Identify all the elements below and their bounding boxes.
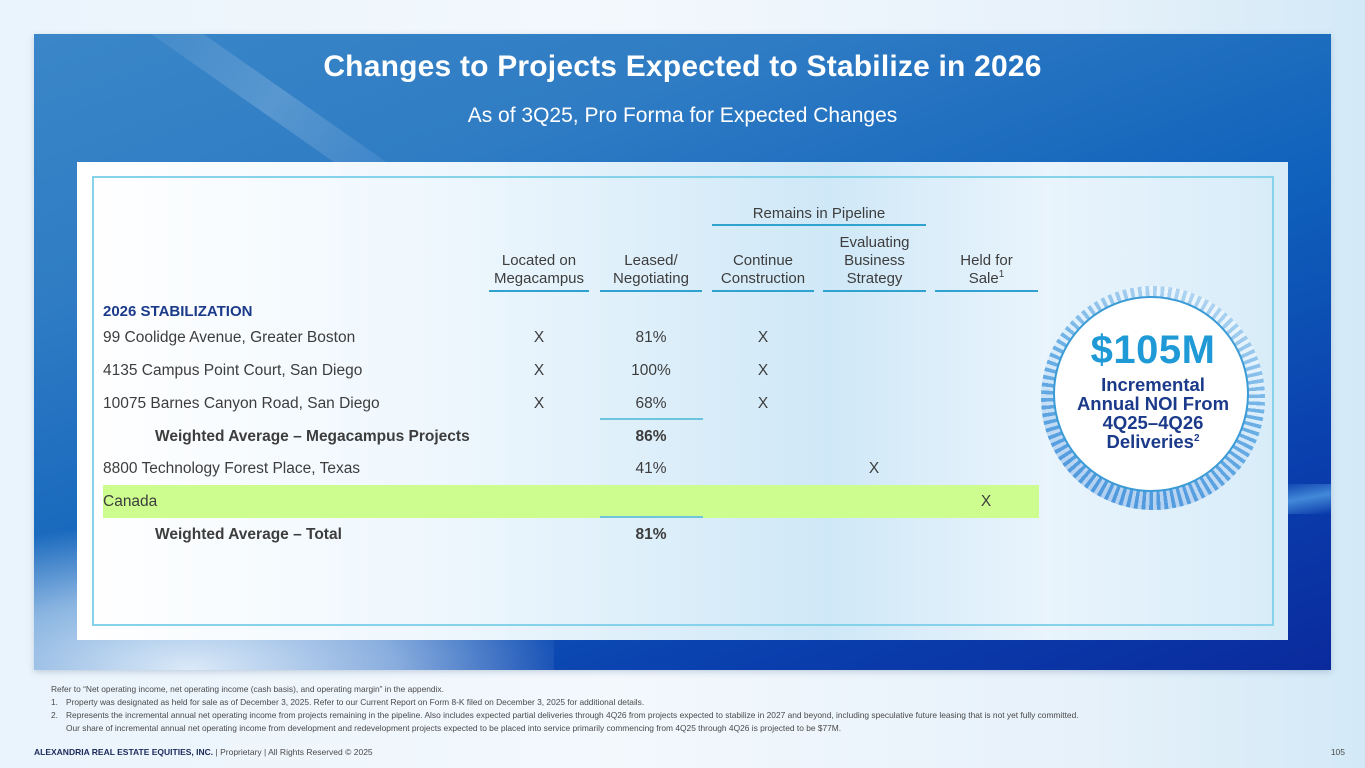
column-header-line: Negotiating — [613, 270, 689, 287]
footnote-intro: Refer to “Net operating income, net oper… — [51, 684, 444, 694]
column-header-line: Construction — [720, 270, 806, 287]
group-header-label: Remains in Pipeline — [752, 205, 886, 222]
page-number: 105 — [1330, 747, 1345, 757]
noi-description-line: Annual NOI From — [1076, 393, 1230, 414]
footnote-text: Represents the incremental annual net op… — [66, 710, 1079, 720]
cell-leased: 68% — [635, 395, 667, 412]
footnote-2-continued: Our share of incremental annual net oper… — [66, 723, 842, 733]
cell-leased: 81% — [635, 526, 667, 543]
page-title: Changes to Projects Expected to Stabiliz… — [323, 50, 1042, 83]
cell-continue: X — [757, 395, 769, 412]
row-name: 4135 Campus Point Court, San Diego — [103, 362, 363, 379]
footnote-1: 1. Property was designated as held for sa… — [51, 696, 1079, 709]
footnote-number: 1. — [51, 697, 58, 707]
cell-held: X — [980, 493, 992, 510]
cell-megacampus: X — [533, 329, 545, 346]
column-header-line: Business — [844, 252, 905, 269]
cell-megacampus: X — [533, 395, 545, 412]
table-subtotal-row: Weighted Average – Megacampus Projects 86… — [103, 420, 1039, 453]
column-header-evaluating-strategy: Evaluating Business Strategy — [823, 234, 926, 292]
cell-continue: X — [757, 329, 769, 346]
company-name: ALEXANDRIA REAL ESTATE EQUITIES, INC. — [34, 747, 214, 757]
column-header-line: Located on — [501, 252, 577, 269]
noi-badge — [1053, 296, 1249, 492]
header-underline — [935, 290, 1038, 292]
column-header-line: Continue — [732, 252, 794, 269]
group-header-remains-in-pipeline: Remains in Pipeline — [712, 205, 926, 226]
footnote-text: Property was designated as held for sale… — [66, 697, 645, 707]
header-underline — [823, 290, 926, 292]
row-name: 99 Coolidge Avenue, Greater Boston — [103, 329, 356, 346]
cell-leased: 41% — [635, 460, 667, 477]
table-frame — [92, 176, 1274, 626]
cell-leased: 81% — [635, 329, 667, 346]
column-header-continue-construction: Continue Construction — [712, 252, 814, 292]
table-row: 99 Coolidge Avenue, Greater Boston X 81% X — [103, 321, 1039, 354]
footnote-marker: 1 — [998, 269, 1005, 280]
noi-description-line: Incremental — [1101, 374, 1205, 395]
rights-text: | Proprietary | All Rights Reserved © 20… — [213, 747, 373, 757]
table-row: 10075 Barnes Canyon Road, San Diego X 68% X — [103, 387, 1039, 420]
noi-description-text: Deliveries — [1106, 431, 1194, 452]
header-underline — [600, 290, 702, 292]
page-subtitle: As of 3Q25, Pro Forma for Expected Chang… — [467, 104, 898, 127]
row-name: 10075 Barnes Canyon Road, San Diego — [103, 395, 380, 412]
section-title: 2026 STABILIZATION — [103, 303, 253, 320]
cell-continue: X — [757, 362, 769, 379]
row-name: Weighted Average – Megacampus Projects — [155, 428, 470, 445]
column-header-held-for-sale: Held for Sale1 — [935, 252, 1038, 292]
cell-leased: 86% — [635, 428, 667, 445]
noi-value: $105M — [1090, 328, 1216, 372]
header-underline — [712, 290, 814, 292]
subtotal-rule — [600, 418, 703, 420]
footer-copyright: ALEXANDRIA REAL ESTATE EQUITIES, INC. | … — [34, 747, 373, 757]
column-header-line: Evaluating — [839, 234, 910, 251]
header-underline — [489, 290, 589, 292]
row-name: Weighted Average – Total — [155, 526, 342, 543]
footnote-2: 2. Represents the incremental annual net … — [51, 709, 1079, 722]
cell-evaluating: X — [868, 460, 880, 477]
row-name: 8800 Technology Forest Place, Texas — [103, 460, 361, 477]
column-header-megacampus: Located on Megacampus — [489, 252, 589, 292]
column-header-leased: Leased/ Negotiating — [600, 252, 702, 292]
table-subtotal-row: Weighted Average – Total 81% — [103, 518, 1039, 551]
noi-description: Incremental Annual NOI From 4Q25–4Q26 De… — [1041, 375, 1265, 451]
column-header-line: Held for — [960, 252, 1013, 269]
noi-description-line: Deliveries2 — [1041, 432, 1265, 451]
footnotes: Refer to “Net operating income, net oper… — [51, 683, 1079, 735]
noi-description-line: 4Q25–4Q26 — [1102, 412, 1204, 433]
table-row: 4135 Campus Point Court, San Diego X 100% X — [103, 354, 1039, 387]
cell-megacampus: X — [533, 362, 545, 379]
subtotal-rule — [600, 516, 703, 518]
header-underline — [712, 224, 926, 226]
column-header-line: Sale1 — [935, 270, 1038, 288]
column-header-line: Strategy — [846, 270, 903, 287]
column-header-text: Sale — [968, 270, 999, 287]
column-header-line: Leased/ — [624, 252, 678, 269]
table-row: 8800 Technology Forest Place, Texas 41% X — [103, 452, 1039, 485]
column-header-line: Megacampus — [493, 270, 585, 287]
table-row: Canada X — [103, 485, 1039, 518]
cell-leased: 100% — [631, 362, 671, 379]
footnote-marker: 2 — [1193, 432, 1200, 444]
row-name: Canada — [103, 493, 158, 510]
footnote-number: 2. — [51, 710, 58, 720]
